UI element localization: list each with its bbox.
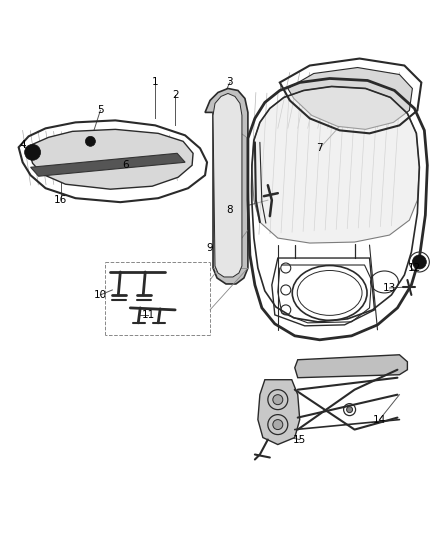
Polygon shape [295, 355, 407, 378]
Text: 10: 10 [94, 290, 107, 300]
Circle shape [273, 394, 283, 405]
Circle shape [346, 407, 353, 413]
Text: 8: 8 [226, 205, 233, 215]
Text: 14: 14 [373, 415, 386, 425]
Text: 15: 15 [293, 434, 306, 445]
Text: 3: 3 [226, 77, 233, 87]
Text: 6: 6 [122, 160, 129, 170]
Polygon shape [288, 68, 413, 130]
Text: 7: 7 [316, 143, 323, 154]
Polygon shape [28, 130, 193, 189]
Text: 13: 13 [383, 283, 396, 293]
Circle shape [25, 144, 41, 160]
Polygon shape [205, 88, 248, 284]
Text: 5: 5 [97, 106, 104, 116]
Polygon shape [252, 86, 419, 243]
Text: 11: 11 [141, 310, 155, 320]
Text: 16: 16 [54, 195, 67, 205]
Text: 4: 4 [19, 140, 26, 150]
Circle shape [273, 419, 283, 430]
Polygon shape [258, 379, 300, 445]
Polygon shape [31, 154, 185, 176]
Circle shape [413, 255, 426, 269]
Text: 12: 12 [408, 263, 421, 273]
Text: 1: 1 [152, 77, 159, 87]
Text: 9: 9 [207, 243, 213, 253]
Circle shape [85, 136, 95, 147]
Text: 2: 2 [172, 91, 178, 100]
Polygon shape [213, 93, 242, 277]
